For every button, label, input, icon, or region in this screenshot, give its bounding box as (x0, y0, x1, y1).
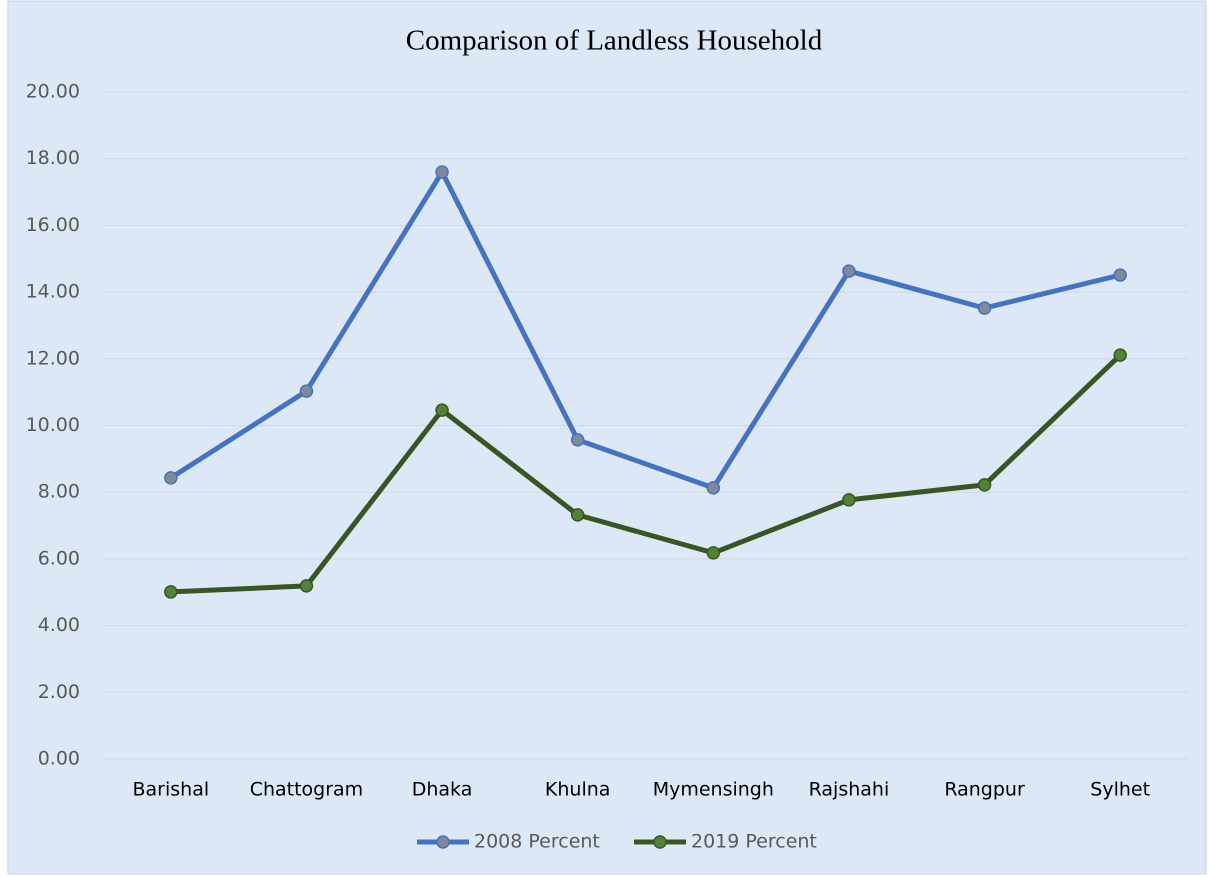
chart-title: Comparison of Landless Household (406, 25, 823, 57)
data-point (299, 384, 314, 398)
data-point (706, 546, 721, 560)
legend-label: 2019 Percent (691, 831, 817, 853)
data-point (842, 493, 856, 507)
x-tick-label: Rangpur (944, 779, 1025, 801)
x-tick-label: Barishal (132, 779, 209, 801)
data-point (570, 433, 585, 447)
series-line (170, 353, 1122, 595)
y-tick-label: 0.00 (38, 748, 80, 770)
y-tick-label: 16.00 (26, 214, 80, 236)
y-tick-label: 20.00 (26, 81, 80, 103)
x-tick-label: Mymensingh (653, 779, 774, 801)
y-tick-label: 4.00 (38, 614, 80, 636)
data-point (842, 264, 856, 278)
y-tick-label: 6.00 (38, 547, 80, 569)
series-line (169, 169, 1121, 491)
legend-marker (436, 835, 450, 849)
chart-background (7, 0, 1207, 875)
y-tick-label: 14.00 (26, 281, 80, 303)
x-tick-label: Dhaka (412, 779, 473, 801)
y-tick-label: 8.00 (38, 481, 80, 503)
data-point (164, 471, 178, 485)
y-tick-label: 10.00 (26, 414, 80, 436)
y-tick-label: 18.00 (26, 147, 80, 169)
data-point (570, 508, 585, 522)
data-point (1113, 268, 1127, 282)
data-point (164, 585, 178, 599)
data-point (1113, 348, 1127, 362)
data-point (435, 165, 449, 179)
x-tick-label: Chattogram (250, 779, 364, 801)
data-point (435, 403, 449, 417)
data-point (977, 478, 992, 492)
data-point (977, 301, 992, 315)
data-point (706, 481, 721, 495)
x-tick-label: Khulna (545, 779, 611, 801)
x-tick-label: Rajshahi (809, 779, 890, 801)
y-tick-label: 12.00 (26, 347, 80, 369)
x-tick-label: Sylhet (1090, 779, 1150, 801)
legend-label: 2008 Percent (474, 831, 600, 853)
legend-marker (653, 835, 667, 849)
y-tick-label: 2.00 (38, 681, 80, 703)
data-point (299, 579, 314, 593)
